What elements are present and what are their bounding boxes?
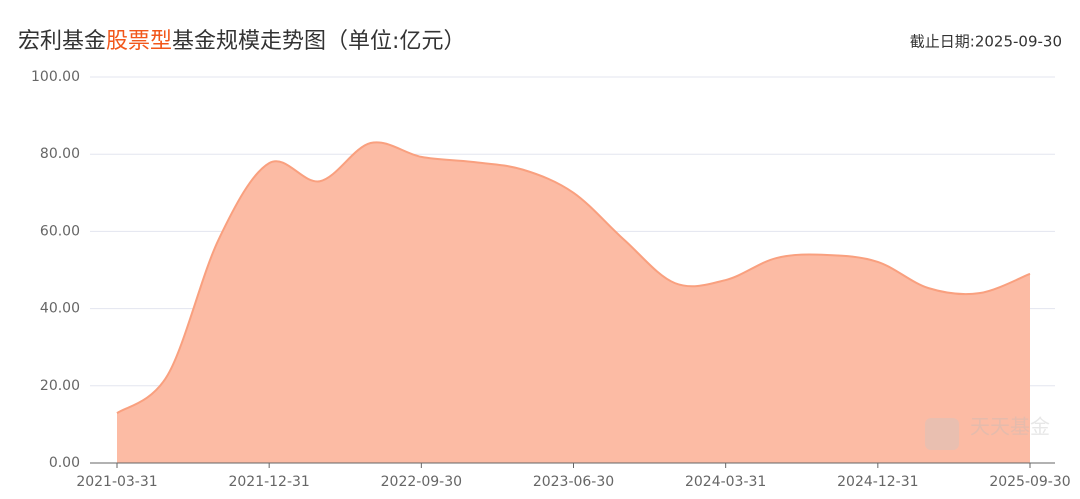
y-tick-label: 20.00 (40, 378, 80, 394)
x-tick-label: 2023-06-30 (533, 474, 614, 490)
y-tick-label: 0.00 (49, 455, 80, 471)
x-tick-label: 2024-03-31 (685, 474, 766, 490)
area (117, 142, 1030, 464)
watermark: 天天基金 (925, 415, 1050, 450)
watermark-text: 天天基金 (970, 415, 1050, 439)
watermark-icon (925, 418, 959, 450)
line (116, 141, 1031, 415)
x-tick-label: 2025-09-30 (989, 474, 1070, 490)
title-part: 股票型 (106, 29, 172, 54)
x-tick-label: 2021-12-31 (228, 474, 309, 490)
chart-title: 宏利基金股票型基金规模走势图（单位:亿元） (18, 29, 465, 54)
title-part: 宏利基金 (18, 29, 106, 54)
x-tick-label: 2021-03-31 (76, 474, 157, 490)
x-tick-label: 2024-12-31 (837, 474, 918, 490)
x-tick-label: 2022-09-30 (381, 474, 462, 490)
y-tick-label: 100.00 (31, 69, 80, 85)
y-tick-label: 80.00 (40, 146, 80, 162)
y-tick-label: 60.00 (40, 223, 80, 239)
date-note: 截止日期:2025-09-30 (910, 33, 1062, 51)
y-tick-label: 40.00 (40, 301, 80, 317)
title-part: 基金规模走势图（单位:亿元） (172, 29, 465, 54)
